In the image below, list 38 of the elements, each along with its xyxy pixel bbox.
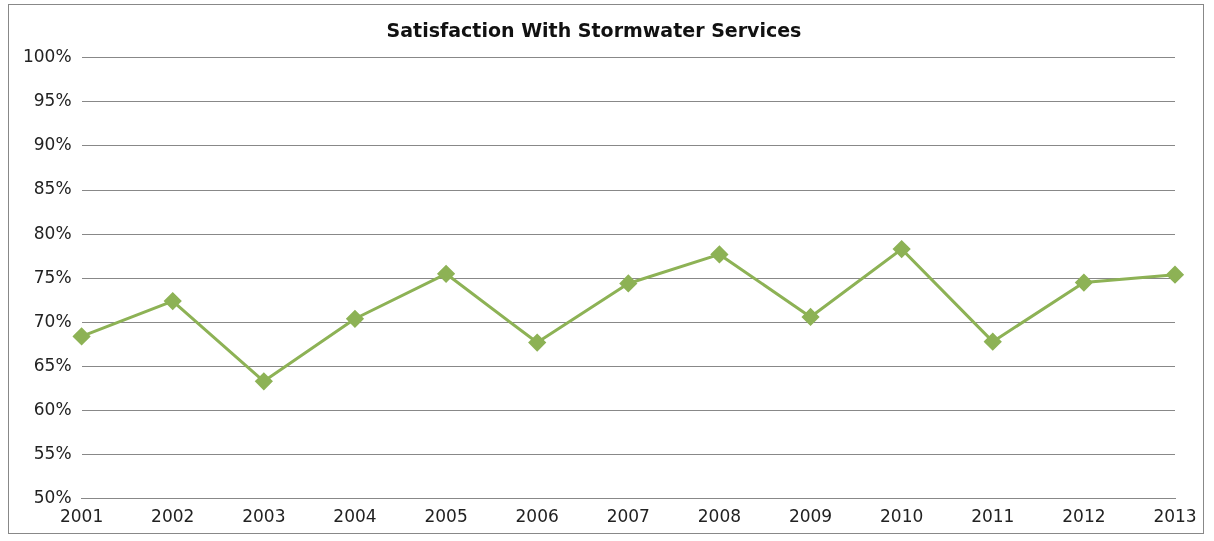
x-tick-label: 2008 bbox=[697, 506, 742, 527]
x-tick-label: 2003 bbox=[242, 506, 286, 527]
x-tick-label: 2001 bbox=[59, 506, 104, 527]
y-tick-label: 95% bbox=[33, 90, 72, 111]
chart-title: Satisfaction With Stormwater Services bbox=[386, 19, 802, 42]
x-tick-label: 2011 bbox=[971, 506, 1015, 527]
point bbox=[710, 245, 728, 263]
point bbox=[1166, 266, 1184, 284]
y-tick-label: 90% bbox=[33, 134, 72, 155]
y-tick-label: 50% bbox=[33, 487, 72, 508]
x-tick-label: 2007 bbox=[606, 506, 650, 527]
point bbox=[437, 265, 455, 283]
x-tick-label: 2002 bbox=[151, 506, 195, 527]
y-tick-label: 55% bbox=[33, 442, 72, 463]
x-tick-label: 2009 bbox=[788, 506, 833, 527]
y-tick-label: 100% bbox=[22, 46, 72, 67]
x-tick-label: 2004 bbox=[333, 506, 377, 527]
y-tick-label: 70% bbox=[33, 310, 72, 331]
point bbox=[528, 334, 546, 352]
point bbox=[255, 372, 273, 390]
point bbox=[619, 274, 637, 292]
point bbox=[893, 240, 911, 258]
x-tick-label: 2005 bbox=[424, 506, 468, 527]
y-tick-label: 75% bbox=[33, 266, 72, 287]
x-tick-label: 2006 bbox=[515, 506, 559, 527]
point bbox=[346, 310, 364, 328]
point bbox=[984, 333, 1002, 351]
x-tick-label: 2013 bbox=[1153, 506, 1197, 527]
y-tick-label: 60% bbox=[33, 398, 72, 419]
y-tick-label: 80% bbox=[33, 222, 72, 243]
point bbox=[1075, 274, 1093, 292]
y-tick-label: 65% bbox=[33, 354, 72, 375]
y-tick-label: 85% bbox=[33, 178, 72, 199]
x-tick-label: 2010 bbox=[880, 506, 924, 527]
point bbox=[73, 327, 91, 345]
x-tick-label: 2012 bbox=[1062, 506, 1106, 527]
point bbox=[164, 292, 182, 310]
point bbox=[802, 308, 820, 326]
